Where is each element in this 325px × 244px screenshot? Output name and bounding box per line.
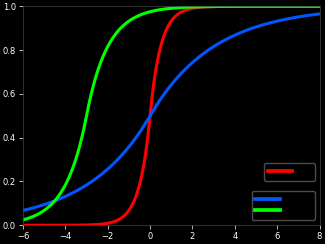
Legend: blue, green: blue, green <box>252 191 315 220</box>
